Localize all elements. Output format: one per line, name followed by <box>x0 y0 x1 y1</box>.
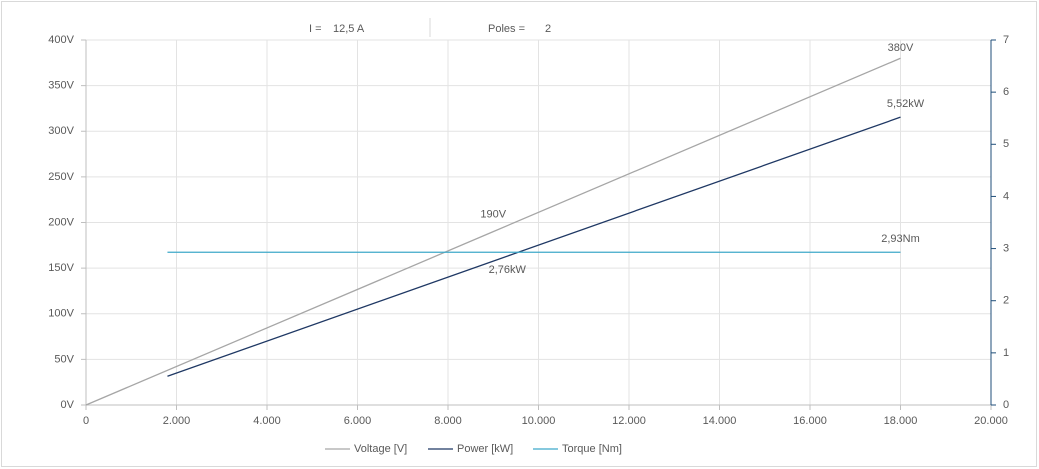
y2-tick-label: 4 <box>1003 190 1009 202</box>
y-tick-label: 50V <box>54 353 74 365</box>
x-tick-label: 4.000 <box>253 415 281 427</box>
poles-value: 2 <box>545 23 551 35</box>
x-tick-label: 10.000 <box>522 415 556 427</box>
y-tick-label: 300V <box>48 125 74 137</box>
x-tick-label: 20.000 <box>974 415 1008 427</box>
data-label: 5,52kW <box>887 98 925 110</box>
data-label: 190V <box>480 209 506 221</box>
y-tick-label: 400V <box>48 34 74 46</box>
y2-tick-label: 3 <box>1003 242 1009 254</box>
y-tick-label: 100V <box>48 308 74 320</box>
legend-label: Power [kW] <box>457 443 513 455</box>
y-tick-label: 200V <box>48 216 74 228</box>
y-tick-label: 0V <box>61 399 75 411</box>
y-tick-label: 350V <box>48 80 74 92</box>
y2-tick-label: 5 <box>1003 138 1009 150</box>
x-tick-label: 8.000 <box>434 415 462 427</box>
y2-tick-label: 0 <box>1003 399 1009 411</box>
y2-tick-label: 6 <box>1003 86 1009 98</box>
series-line <box>167 116 901 377</box>
x-tick-label: 18.000 <box>884 415 918 427</box>
x-tick-label: 6.000 <box>344 415 372 427</box>
y2-tick-label: 2 <box>1003 295 1009 307</box>
x-tick-label: 14.000 <box>703 415 737 427</box>
y-tick-label: 150V <box>48 262 74 274</box>
x-tick-label: 2.000 <box>163 415 191 427</box>
data-label: 2,76kW <box>489 264 527 276</box>
x-tick-label: 16.000 <box>793 415 827 427</box>
data-label: 2,93Nm <box>881 233 920 245</box>
x-tick-label: 0 <box>83 415 89 427</box>
data-label: 380V <box>888 42 914 54</box>
series-line <box>85 57 901 406</box>
current-label: I = <box>309 23 322 35</box>
legend-label: Torque [Nm] <box>562 443 622 455</box>
x-tick-label: 12.000 <box>612 415 646 427</box>
y-tick-label: 250V <box>48 171 74 183</box>
y2-tick-label: 1 <box>1003 347 1009 359</box>
poles-label: Poles = <box>488 23 525 35</box>
y2-tick-label: 7 <box>1003 34 1009 46</box>
legend-label: Voltage [V] <box>354 443 407 455</box>
current-value: 12,5 A <box>333 23 365 35</box>
